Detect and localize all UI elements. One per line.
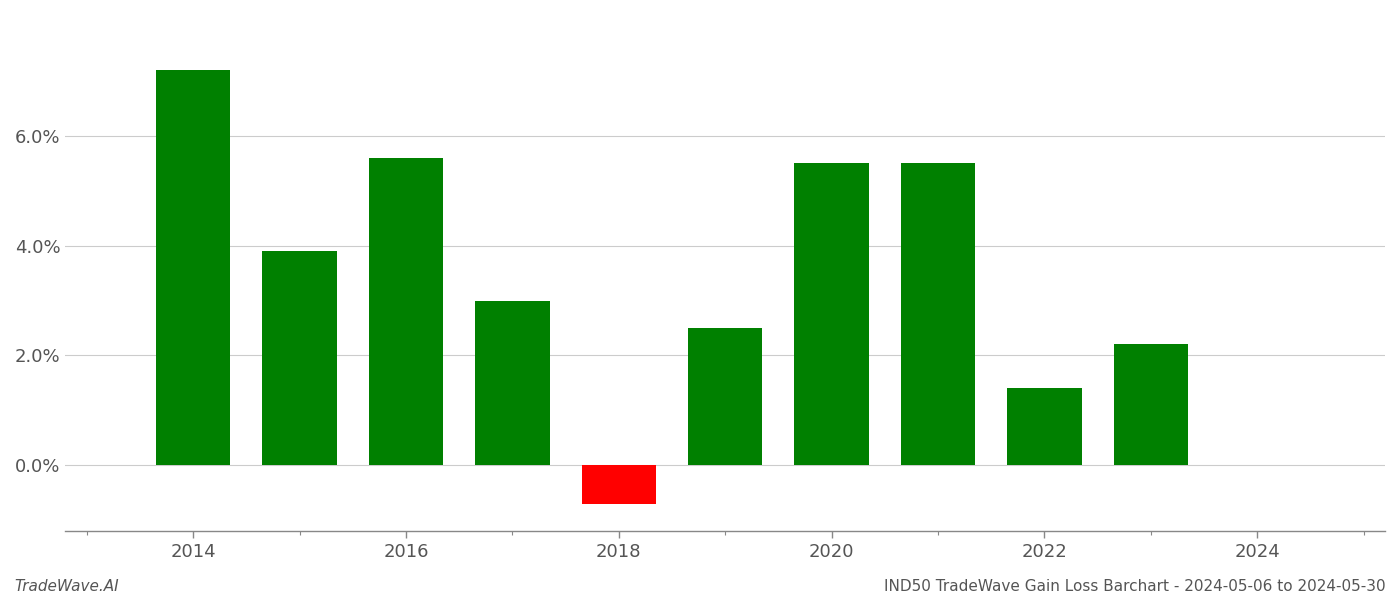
Bar (155, 70, 231, 465)
Bar (794, 163, 869, 465)
Text: IND50 TradeWave Gain Loss Barchart - 2024-05-06 to 2024-05-30: IND50 TradeWave Gain Loss Barchart - 202… (885, 579, 1386, 594)
Bar (581, 465, 657, 504)
Bar (475, 301, 550, 465)
Bar (1113, 344, 1189, 465)
Bar (368, 158, 444, 465)
Bar (687, 328, 763, 465)
Bar (900, 163, 976, 465)
Bar (1007, 388, 1082, 465)
Text: TradeWave.AI: TradeWave.AI (14, 579, 119, 594)
Bar (262, 251, 337, 465)
